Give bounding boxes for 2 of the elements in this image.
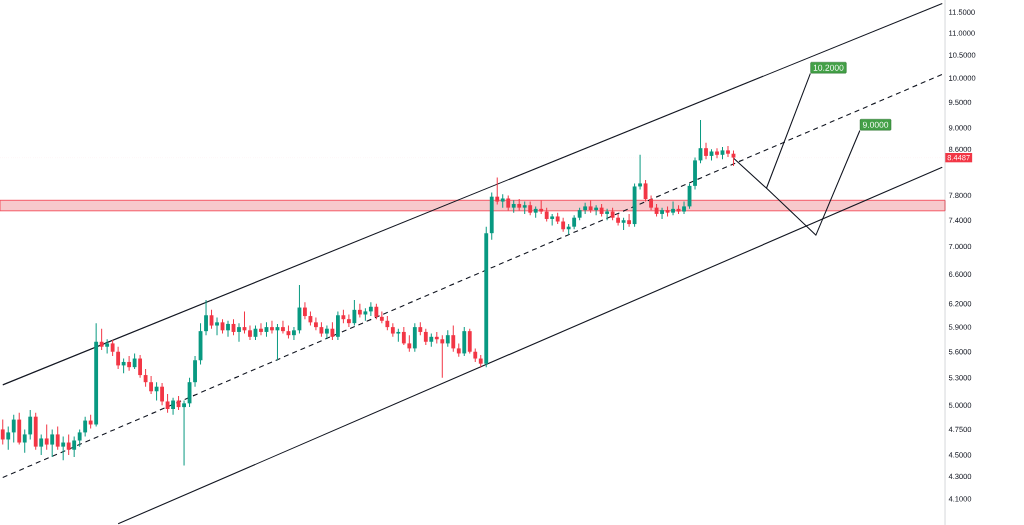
annotation: 10.2000 <box>813 64 844 71</box>
annotation: 9.0000 <box>862 121 889 128</box>
